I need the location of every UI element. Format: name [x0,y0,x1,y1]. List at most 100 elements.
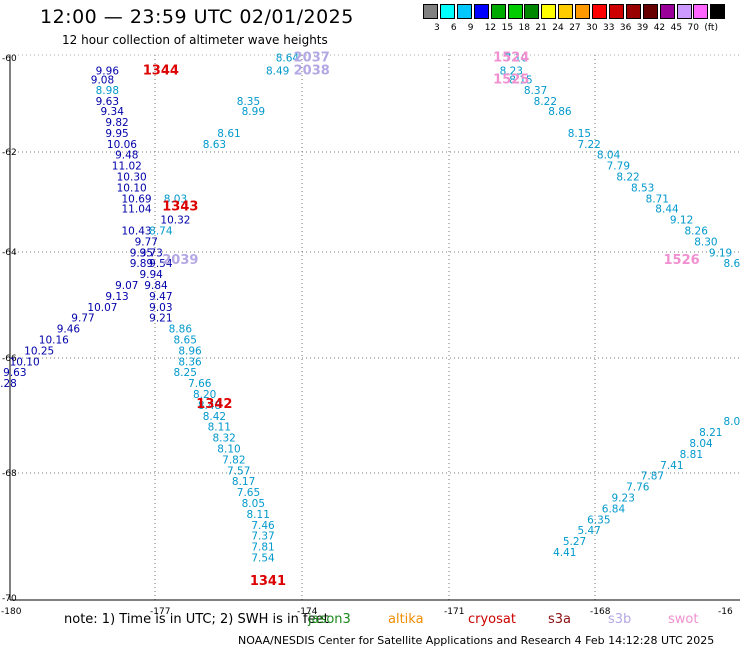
wave-height-label: 8.98 [96,85,119,97]
wave-height-label: 7.37 [251,531,274,543]
wave-height-label: 8.65 [174,334,197,346]
wave-height-label: 8.71 [646,193,669,205]
color-scale-label: 15 [501,23,514,33]
wave-height-label: 8.30 [694,236,717,248]
wave-height-label: 9.19 [709,247,732,259]
pass-time-label: 1524 [493,51,529,66]
wave-height-label: 9.54 [149,258,173,270]
x-tick-label: -171 [444,607,464,617]
page-title: 12:00 — 23:59 UTC 02/01/2025 [40,6,354,28]
color-scale-label: 24 [552,23,564,33]
wave-height-label: 8.86 [548,106,572,118]
color-scale-label: 9 [467,23,474,33]
wave-height-label: 9.94 [139,269,163,281]
wave-height-label: 5.27 [563,536,586,548]
wave-height-label: 9.48 [115,150,138,162]
pass-time-label: 1525 [493,73,529,88]
wave-height-label: 9.96 [96,65,120,77]
color-scale-label: 12 [484,23,497,33]
wave-height-label: 9.28 [0,378,17,390]
wave-height-label: 8.04 [597,150,621,162]
satellite-cryosat: cryosat [468,612,516,627]
page-subtitle: 12 hour collection of altimeter wave hei… [62,33,328,47]
wave-height-label: 10.10 [117,182,147,194]
x-tick-label: -177 [150,607,170,617]
color-scale-label: 6 [450,23,457,33]
y-tick-label: -66 [2,354,17,364]
map-frame [9,54,740,601]
wave-height-label: 9.95 [105,128,128,140]
wave-height-label: 7.87 [641,471,664,483]
y-tick-label: -70 [2,594,17,604]
wave-height-label: 10.69 [122,193,152,205]
color-swatch [541,4,557,19]
satellite-swot: swot [668,612,699,627]
color-swatch [625,4,641,19]
wave-height-label: 9.84 [144,280,168,292]
color-swatch [608,4,624,19]
wave-height-label: 8.04 [689,438,713,450]
color-swatch [592,4,607,19]
color-swatch [524,4,540,19]
wave-height-label: 8.49 [266,65,289,77]
pass-time-label: 1526 [664,253,700,268]
wave-height-label: 8.35 [237,96,260,108]
wave-height-label: 9.08 [91,75,114,87]
footnote: note: 1) Time is in UTC; 2) SWH is in fe… [64,612,329,627]
color-scale-label: (ft) [704,23,718,33]
wave-height-label: 9.21 [149,313,172,325]
color-swatch [710,4,726,19]
wave-height-label: 9.47 [149,291,172,303]
wave-height-label: 8.36 [178,356,202,368]
pass-time-label: 1342 [196,397,232,412]
wave-height-label: 8.03 [164,193,187,205]
wave-height-label: 8.15 [568,128,591,140]
wave-height-label: 8.05 [723,416,740,428]
satellite-legend: jason3 altika cryosat s3a s3b swot [0,612,740,630]
wave-height-label: 10.06 [107,139,137,151]
wave-height-label: 9.82 [105,117,128,129]
color-scale-label: 45 [670,23,683,33]
wave-height-label: 9.13 [105,291,128,303]
wave-height-label: 7.76 [626,482,650,494]
pass-time-label: 2037 [294,51,330,66]
satellite-s3a: s3a [548,612,572,627]
wave-height-label: 8.42 [203,411,226,423]
wave-height-label: 9.03 [149,302,172,314]
y-tick-label: -62 [2,148,17,158]
wave-height-label: 8.26 [685,225,709,237]
satellite-s3b: s3b [608,612,632,627]
color-swatch [439,4,455,19]
x-tick-label: -168 [590,607,611,617]
wave-height-label: 10.30 [117,172,147,184]
color-scale-label: 39 [636,23,649,33]
wave-height-label: 8.25 [174,367,197,379]
wave-height-label: 7.82 [222,454,245,466]
color-scale-label: 21 [535,23,547,33]
satellite-jason3: jason3 [308,612,351,627]
color-swatch [558,4,574,19]
wave-height-label: 9.77 [135,236,158,248]
wave-height-label: 8.10 [217,443,240,455]
wave-height-label: 7.54 [251,552,275,564]
wave-height-label: 8.64 [276,53,300,65]
wave-height-label: 9.46 [57,324,81,336]
wave-height-label: 4.41 [553,547,576,559]
wave-height-label: 8.20 [193,389,216,401]
wave-height-label: 9.89 [130,258,153,270]
wave-height-label: 6.35 [587,514,610,526]
color-swatch [693,4,709,19]
wave-height-label: 7.81 [251,542,274,554]
x-tick-label: -16 [718,607,733,617]
y-tick-label: -64 [2,248,17,258]
wave-height-label: 9.73 [139,247,162,259]
wave-height-label: 9.63 [96,96,119,108]
wave-height-label: 7.65 [237,487,260,499]
color-swatch [473,4,489,19]
wave-height-label: 8.63 [203,139,226,151]
color-swatch [507,4,523,19]
wave-height-label: 9.07 [115,280,138,292]
pass-time-label: 2038 [294,63,330,78]
wave-height-label: 10.16 [39,334,69,346]
